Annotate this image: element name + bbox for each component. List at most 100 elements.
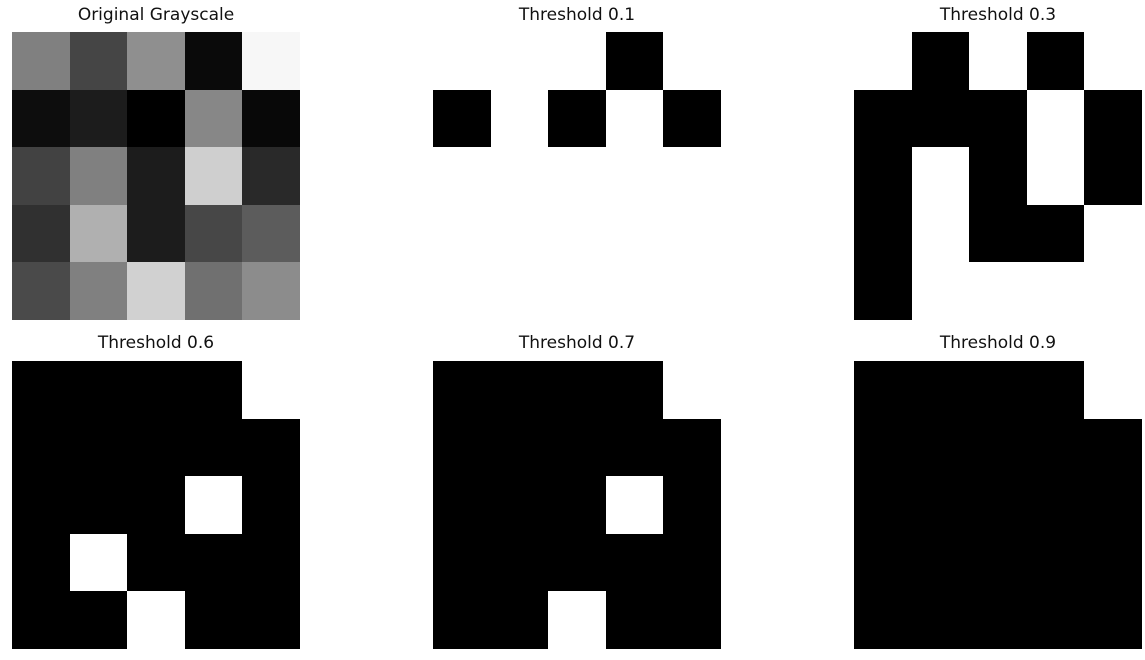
heatmap-cell: [605, 147, 664, 206]
heatmap-cell: [242, 361, 301, 420]
heatmap-cell: [969, 204, 1028, 263]
heatmap-cell: [69, 591, 128, 650]
heatmap-cell: [433, 32, 492, 91]
heatmap-cell: [127, 591, 186, 650]
heatmap-cell: [433, 204, 492, 263]
heatmap-grid: [433, 32, 722, 321]
heatmap-cell: [663, 476, 722, 535]
heatmap-cell: [12, 32, 71, 91]
heatmap-cell: [1026, 533, 1085, 592]
panel-threshold-0-9: Threshold 0.9: [854, 0, 1143, 650]
heatmap-cell: [433, 476, 492, 535]
heatmap-cell: [548, 591, 607, 650]
heatmap-cell: [605, 32, 664, 91]
heatmap-cell: [969, 418, 1028, 477]
heatmap-cell: [184, 147, 243, 206]
heatmap-cell: [127, 476, 186, 535]
heatmap-cell: [911, 147, 970, 206]
heatmap-cell: [12, 476, 71, 535]
heatmap-cell: [1026, 147, 1085, 206]
panel-threshold-0-7: Threshold 0.7: [433, 0, 722, 650]
heatmap-cell: [854, 147, 913, 206]
heatmap-cell: [663, 32, 722, 91]
heatmap-cell: [911, 591, 970, 650]
heatmap-cell: [1084, 418, 1143, 477]
heatmap-cell: [127, 262, 186, 321]
heatmap-cell: [69, 418, 128, 477]
heatmap-cell: [605, 591, 664, 650]
heatmap-cell: [184, 361, 243, 420]
heatmap-cell: [127, 418, 186, 477]
heatmap-cell: [605, 476, 664, 535]
heatmap-cell: [184, 89, 243, 148]
heatmap-cell: [854, 591, 913, 650]
heatmap-cell: [242, 262, 301, 321]
heatmap-cell: [490, 533, 549, 592]
panel-title: Original Grayscale: [77, 5, 235, 25]
heatmap-cell: [242, 32, 301, 91]
heatmap-cell: [1026, 262, 1085, 321]
heatmap-cell: [12, 262, 71, 321]
heatmap-cell: [663, 361, 722, 420]
heatmap-cell: [490, 32, 549, 91]
heatmap-cell: [242, 591, 301, 650]
heatmap-cell: [433, 262, 492, 321]
heatmap-cell: [242, 89, 301, 148]
heatmap-cell: [127, 32, 186, 91]
panel-title: Threshold 0.3: [939, 5, 1057, 25]
heatmap-cell: [605, 204, 664, 263]
heatmap-cell: [548, 361, 607, 420]
heatmap-cell: [969, 147, 1028, 206]
heatmap-cell: [1084, 361, 1143, 420]
heatmap-cell: [12, 361, 71, 420]
heatmap-cell: [854, 476, 913, 535]
heatmap-cell: [1026, 89, 1085, 148]
heatmap-grid: [854, 32, 1143, 321]
heatmap-cell: [490, 147, 549, 206]
heatmap-cell: [663, 262, 722, 321]
panel-title: Threshold 0.1: [518, 5, 636, 25]
heatmap-cell: [490, 418, 549, 477]
heatmap-cell: [433, 591, 492, 650]
panel-title: Threshold 0.7: [518, 333, 636, 353]
heatmap-cell: [548, 533, 607, 592]
heatmap-cell: [911, 533, 970, 592]
heatmap-cell: [911, 32, 970, 91]
heatmap-cell: [12, 591, 71, 650]
heatmap-cell: [854, 32, 913, 91]
heatmap-cell: [1084, 89, 1143, 148]
heatmap-cell: [548, 32, 607, 91]
heatmap-cell: [663, 533, 722, 592]
heatmap-cell: [969, 89, 1028, 148]
heatmap-cell: [69, 147, 128, 206]
heatmap-cell: [969, 32, 1028, 91]
heatmap-cell: [911, 262, 970, 321]
heatmap-cell: [433, 89, 492, 148]
heatmap-cell: [663, 204, 722, 263]
heatmap-cell: [127, 361, 186, 420]
heatmap-cell: [490, 204, 549, 263]
panel-title: Threshold 0.6: [97, 333, 215, 353]
heatmap-cell: [1026, 418, 1085, 477]
heatmap-cell: [1026, 204, 1085, 263]
heatmap-cell: [854, 418, 913, 477]
heatmap-cell: [242, 204, 301, 263]
heatmap-cell: [490, 591, 549, 650]
heatmap-cell: [69, 533, 128, 592]
heatmap-cell: [433, 418, 492, 477]
heatmap-cell: [1026, 591, 1085, 650]
heatmap-cell: [663, 147, 722, 206]
heatmap-cell: [969, 533, 1028, 592]
heatmap-cell: [548, 204, 607, 263]
panel-threshold-0-3: Threshold 0.3: [854, 0, 1143, 321]
heatmap-cell: [663, 591, 722, 650]
heatmap-cell: [12, 204, 71, 263]
heatmap-cell: [69, 361, 128, 420]
heatmap-cell: [1026, 476, 1085, 535]
heatmap-grid: [854, 361, 1143, 650]
heatmap-grid: [12, 32, 301, 321]
heatmap-cell: [911, 204, 970, 263]
heatmap-cell: [127, 533, 186, 592]
heatmap-cell: [184, 262, 243, 321]
heatmap-cell: [12, 533, 71, 592]
